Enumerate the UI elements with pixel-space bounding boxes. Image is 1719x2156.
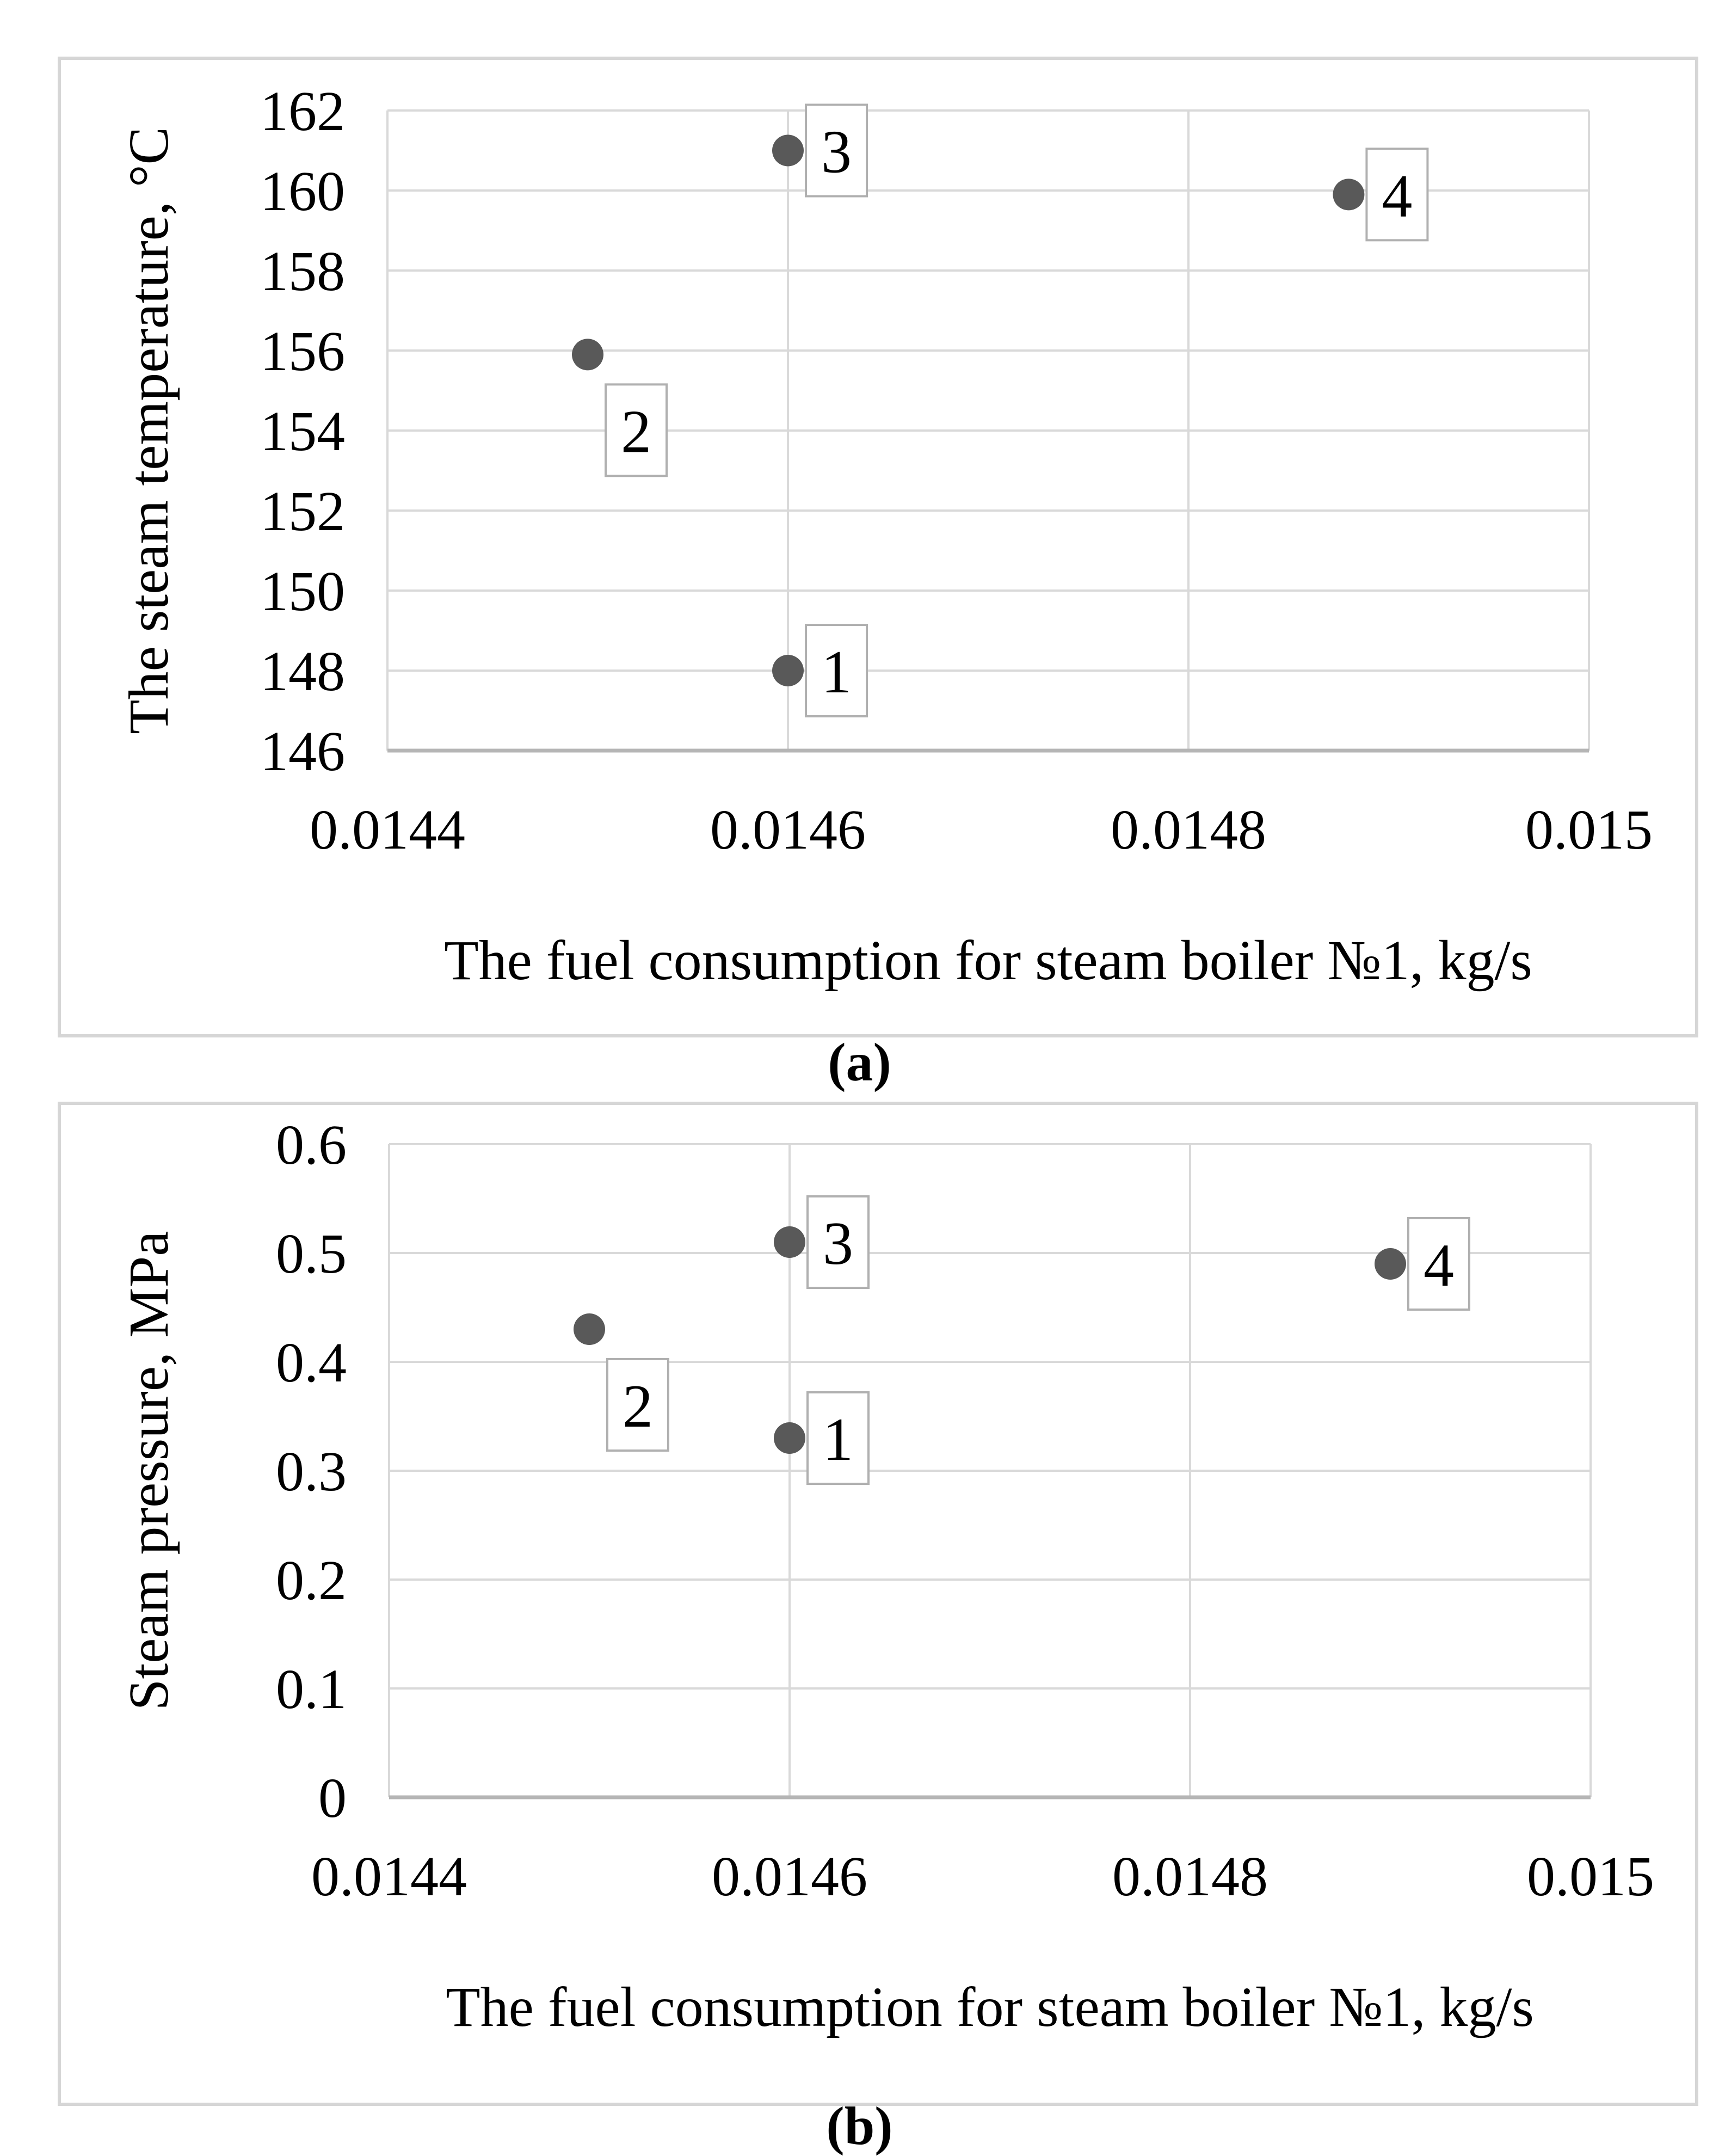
y-tick-label: 158 — [260, 240, 345, 303]
point-label-box-3 — [805, 103, 868, 198]
data-point-4 — [1375, 1248, 1406, 1280]
data-point-3 — [774, 1226, 805, 1258]
x-tick-label: 0.0146 — [712, 1845, 867, 1908]
y-tick-label: 0.2 — [276, 1549, 347, 1612]
scatter-chart-b: 0.0144 0.0146 0.0148 0.015 0 0.1 0.2 0.3 0.4 0.5 0… — [118, 1114, 1654, 2038]
point-label-1: 1 — [823, 1406, 853, 1473]
x-tick-label: 0.015 — [1525, 798, 1653, 861]
point-label-1: 1 — [821, 638, 852, 706]
point-label-box-1 — [806, 1391, 870, 1485]
figure-panel-a: 0.0144 0.0146 0.0148 0.015 146 148 150 152 154 15… — [58, 57, 1698, 1037]
point-label-3: 3 — [821, 119, 852, 186]
y-tick-label: 156 — [260, 320, 345, 383]
y-tick-label: 0 — [318, 1767, 347, 1829]
y-tick-label: 0.5 — [276, 1223, 347, 1285]
x-tick-label: 0.0144 — [310, 798, 465, 861]
data-point-4 — [1333, 179, 1365, 211]
point-label-box-2 — [605, 383, 668, 477]
point-label-4: 4 — [1424, 1232, 1454, 1299]
y-tick-label: 0.1 — [276, 1658, 347, 1721]
x-axis-title: The fuel consumption for steam boiler №1… — [446, 1976, 1534, 2038]
y-tick-label: 146 — [260, 720, 345, 783]
scatter-chart-a: 0.0144 0.0146 0.0148 0.015 146 148 150 152 154 15… — [118, 80, 1653, 992]
point-label-box-2 — [606, 1358, 669, 1452]
point-label-3: 3 — [823, 1210, 853, 1277]
y-tick-label: 0.4 — [276, 1331, 347, 1394]
y-tick-label: 0.3 — [276, 1440, 347, 1503]
point-label-2: 2 — [623, 1373, 653, 1440]
y-axis-title: The steam temperature, °C — [118, 127, 180, 734]
y-tick-label: 152 — [260, 480, 345, 543]
y-tick-label: 160 — [260, 160, 345, 223]
y-tick-label: 0.6 — [276, 1114, 347, 1176]
x-tick-label: 0.0148 — [1112, 1845, 1268, 1908]
data-point-1 — [772, 655, 804, 686]
y-tick-label: 150 — [260, 560, 345, 623]
point-label-box-4 — [1365, 148, 1429, 242]
x-axis-title: The fuel consumption for steam boiler №1… — [444, 929, 1532, 992]
data-point-3 — [772, 134, 804, 167]
data-point-2 — [572, 339, 603, 371]
point-label-box-4 — [1407, 1217, 1470, 1311]
x-tick-label: 0.015 — [1527, 1845, 1654, 1908]
x-tick-label: 0.0144 — [311, 1845, 467, 1908]
point-label-2: 2 — [621, 398, 651, 465]
figure-panel-b: 0.0144 0.0146 0.0148 0.015 0 0.1 0.2 0.3 0.4 0.5 0… — [58, 1102, 1698, 2106]
data-point-1 — [774, 1422, 805, 1454]
y-tick-label: 154 — [260, 400, 345, 463]
x-tick-label: 0.0146 — [710, 798, 866, 861]
y-tick-label: 162 — [260, 80, 345, 143]
point-label-box-1 — [805, 624, 868, 717]
x-tick-label: 0.0148 — [1111, 798, 1266, 861]
point-label-box-3 — [806, 1195, 870, 1289]
caption-b: (b) — [826, 2096, 893, 2156]
caption-a: (a) — [828, 1032, 891, 1092]
y-axis-title: Steam pressure, MPa — [118, 1231, 180, 1711]
data-point-2 — [574, 1313, 605, 1345]
point-label-4: 4 — [1382, 162, 1412, 230]
y-tick-label: 148 — [260, 640, 345, 703]
